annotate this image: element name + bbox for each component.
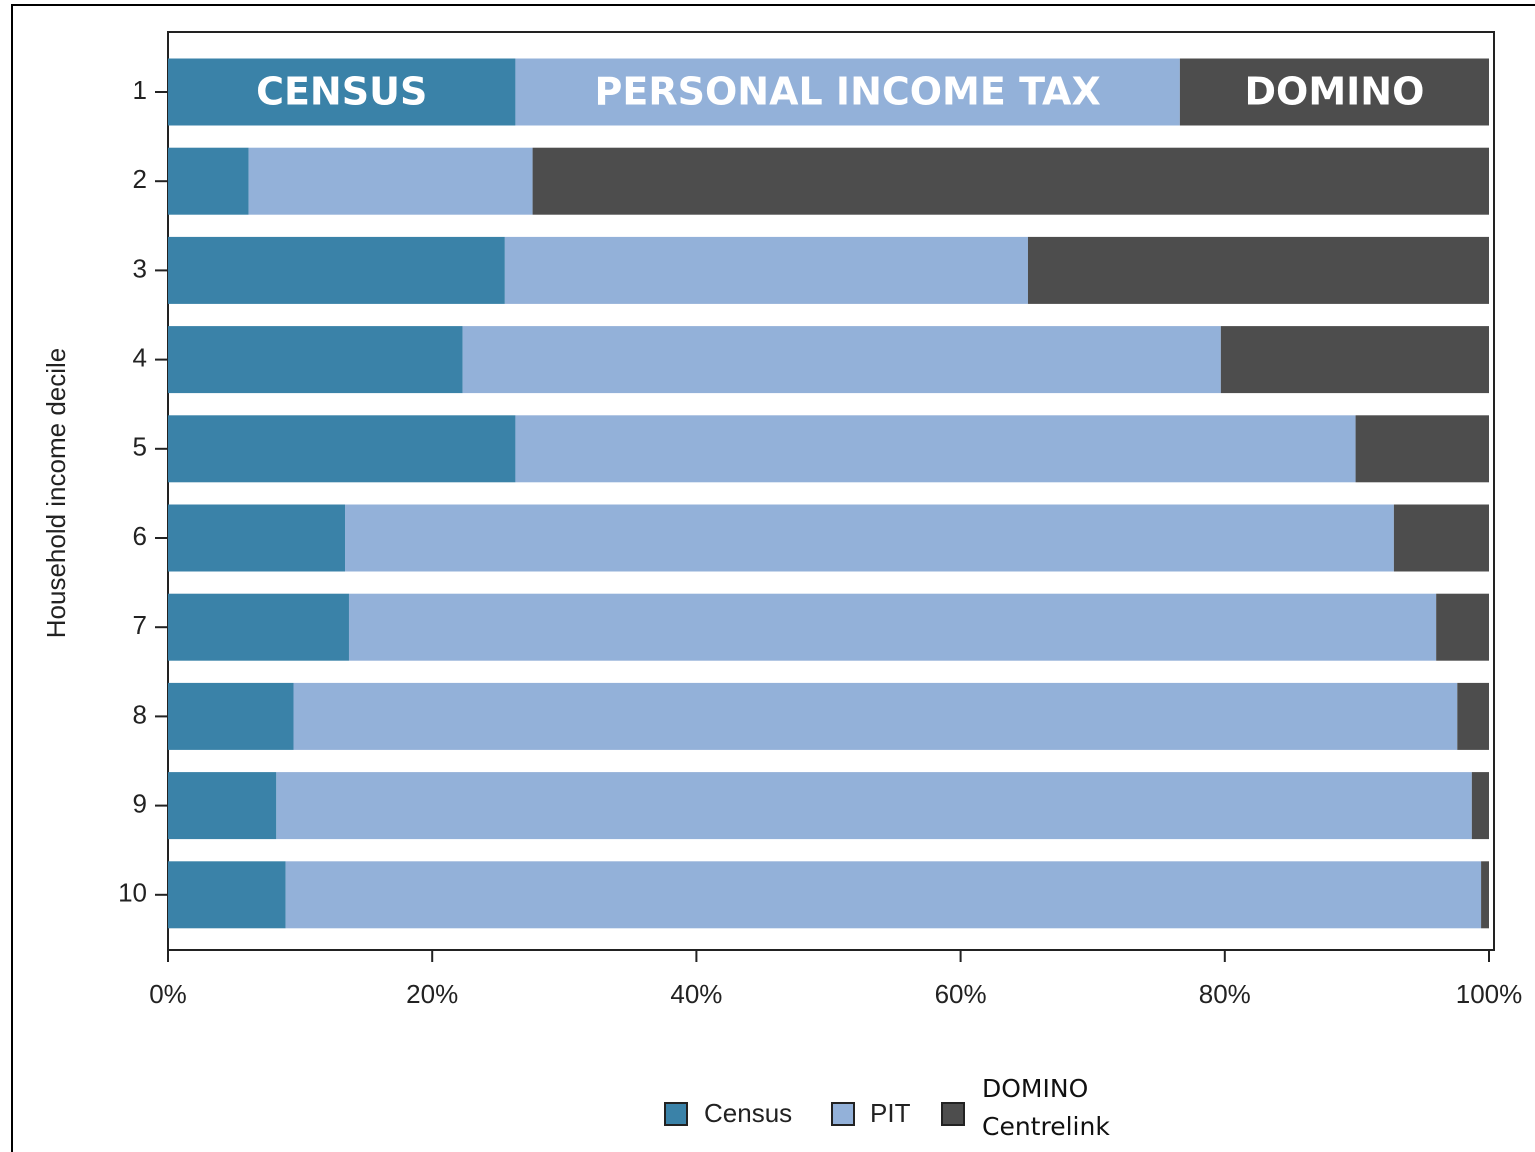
outer-border <box>11 4 1535 1152</box>
bar-segment <box>345 504 1394 572</box>
bar-segment <box>1471 772 1489 840</box>
bar-segment <box>1027 236 1489 304</box>
bar-segment <box>285 861 1482 929</box>
bar-segment <box>1436 593 1489 661</box>
y-tick-label: 6 <box>133 521 147 551</box>
bar-segment <box>504 236 1028 304</box>
annotation: DOMINO <box>1244 70 1424 114</box>
legend-label: PIT <box>870 1098 911 1128</box>
bar-segment <box>168 236 505 304</box>
bar-segment <box>168 504 346 572</box>
bar-segment <box>168 326 463 394</box>
legend-swatch <box>831 1102 855 1126</box>
legend-label: Census <box>704 1098 792 1128</box>
bar-segment <box>1355 415 1489 483</box>
plot-frame <box>167 31 1495 951</box>
y-axis-label: Household income decile <box>41 348 71 639</box>
bar-segment <box>1393 504 1489 572</box>
bar-segment <box>348 593 1437 661</box>
y-tick-label: 5 <box>133 432 147 462</box>
bar-segment <box>168 593 349 661</box>
x-tick-label: 40% <box>670 979 722 1009</box>
y-tick-label: 4 <box>133 342 147 372</box>
bar-segment <box>1220 326 1489 394</box>
annotation: CENSUS <box>256 70 427 114</box>
bar-segment <box>1457 682 1489 750</box>
y-tick-label: 8 <box>133 699 147 729</box>
bar-segment <box>168 147 249 215</box>
y-tick-label: 2 <box>133 164 147 194</box>
x-tick-label: 100% <box>1456 979 1523 1009</box>
x-tick-label: 80% <box>1199 979 1251 1009</box>
bar-segment <box>168 772 277 840</box>
bar-segment <box>532 147 1489 215</box>
legend-swatch <box>664 1102 688 1126</box>
x-tick-label: 0% <box>149 979 187 1009</box>
bar-segment <box>168 415 516 483</box>
x-tick-label: 60% <box>935 979 987 1009</box>
legend-label: DOMINO Centrelink <box>982 1074 1110 1141</box>
bar-segment <box>168 682 294 750</box>
bar-segment <box>293 682 1458 750</box>
bar-segment <box>1481 861 1489 929</box>
y-tick-label: 3 <box>133 253 147 283</box>
y-tick-label: 1 <box>133 75 147 105</box>
y-tick-label: 10 <box>118 878 147 908</box>
bar-segment <box>168 58 516 126</box>
y-tick-label: 7 <box>133 610 147 640</box>
bar-segment <box>168 861 286 929</box>
bar-segment <box>248 147 533 215</box>
y-tick-label: 9 <box>133 788 147 818</box>
bar-segment <box>515 58 1180 126</box>
bar-segment <box>276 772 1472 840</box>
bar-segment <box>462 326 1221 394</box>
annotation: PERSONAL INCOME TAX <box>595 70 1101 114</box>
bar-segment <box>1179 58 1489 126</box>
legend-swatch <box>941 1102 965 1126</box>
x-tick-label: 20% <box>406 979 458 1009</box>
bar-segment <box>515 415 1356 483</box>
